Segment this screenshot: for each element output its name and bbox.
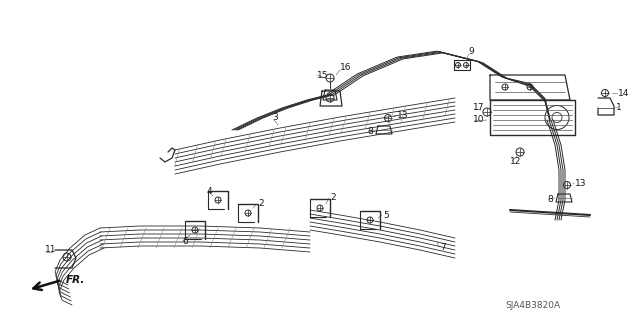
Text: FR.: FR. [66, 275, 85, 285]
Text: 17: 17 [473, 103, 484, 113]
Text: 6: 6 [182, 236, 188, 246]
Text: 13: 13 [575, 179, 586, 188]
Text: 2: 2 [258, 198, 264, 207]
Text: 10: 10 [473, 115, 484, 124]
Text: 12: 12 [510, 158, 522, 167]
Text: 13: 13 [397, 112, 408, 121]
Text: 4: 4 [207, 187, 212, 196]
Text: 9: 9 [468, 48, 474, 56]
Text: 16: 16 [340, 63, 351, 72]
Text: 2: 2 [330, 192, 335, 202]
Text: 8: 8 [547, 195, 553, 204]
Text: SJA4B3820A: SJA4B3820A [505, 300, 560, 309]
Text: 8: 8 [367, 127, 372, 136]
Text: 11: 11 [45, 246, 56, 255]
Text: 5: 5 [383, 211, 388, 219]
Text: 3: 3 [272, 114, 278, 122]
Text: 1: 1 [616, 102, 621, 112]
Text: 14: 14 [618, 88, 629, 98]
Text: 15: 15 [317, 70, 328, 79]
Text: 7: 7 [440, 243, 445, 253]
